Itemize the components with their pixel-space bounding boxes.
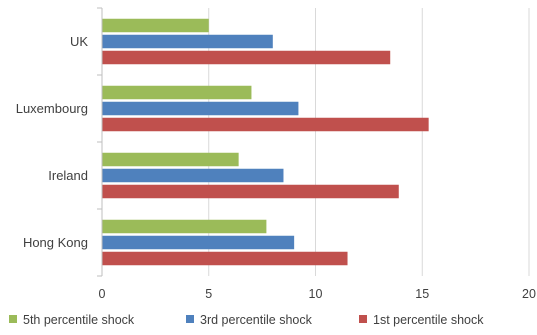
x-tick-label: 10 xyxy=(309,287,323,301)
bar xyxy=(102,34,273,49)
bar xyxy=(102,152,239,167)
category-label: Hong Kong xyxy=(23,235,88,250)
bar xyxy=(102,251,348,266)
legend-label: 5th percentile shock xyxy=(23,313,135,327)
bars xyxy=(102,18,429,266)
legend-swatch xyxy=(186,315,194,323)
category-label: Luxembourg xyxy=(16,101,88,116)
bar xyxy=(102,235,295,250)
legend-label: 1st percentile shock xyxy=(373,313,484,327)
legend-swatch xyxy=(359,315,367,323)
bar xyxy=(102,219,267,234)
legend-label: 3rd percentile shock xyxy=(200,313,313,327)
bar xyxy=(102,168,284,183)
x-tick-label: 15 xyxy=(415,287,429,301)
category-label: Ireland xyxy=(48,168,88,183)
axes: 0 5 10 15 20 UK Luxembourg Ireland Hong Kong xyxy=(16,7,536,301)
bar xyxy=(102,85,252,100)
bar xyxy=(102,101,299,116)
legend: 5th percentile shock 3rd percentile shock… xyxy=(9,313,484,327)
bar xyxy=(102,18,209,33)
bar xyxy=(102,117,429,132)
x-tick-label: 5 xyxy=(205,287,212,301)
bar xyxy=(102,50,391,65)
bar xyxy=(102,184,399,199)
x-tick-label: 0 xyxy=(99,287,106,301)
category-label: UK xyxy=(70,34,88,49)
legend-swatch xyxy=(9,315,17,323)
x-tick-label: 20 xyxy=(522,287,536,301)
